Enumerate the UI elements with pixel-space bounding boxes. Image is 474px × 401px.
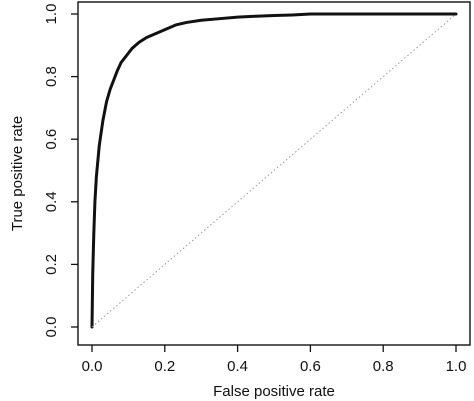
plot-frame	[77, 1, 471, 346]
y-tick-label: 0.0	[43, 317, 60, 338]
x-axis-title: False positive rate	[213, 383, 335, 400]
x-tick-label: 1.0	[446, 358, 467, 375]
x-tick-label: 0.4	[227, 358, 248, 375]
y-tick-label: 1.0	[43, 4, 60, 25]
y-tick-label: 0.4	[43, 191, 60, 212]
y-tick-label: 0.8	[43, 66, 60, 87]
x-tick-label: 0.8	[373, 358, 394, 375]
y-tick-label: 0.6	[43, 129, 60, 150]
y-axis-title: True positive rate	[9, 116, 26, 231]
y-axis-ticks: 0.0 0.2 0.4 0.6 0.8 1.0	[43, 4, 78, 338]
y-tick-label: 0.2	[43, 254, 60, 275]
roc-curve-line	[90, 12, 458, 329]
x-tick-label: 0.2	[154, 358, 175, 375]
x-axis-ticks: 0.0 0.2 0.4 0.6 0.8 1.0	[82, 345, 467, 375]
series-layer	[90, 12, 458, 329]
x-tick-label: 0.6	[300, 358, 321, 375]
reference-diagonal-line	[91, 13, 457, 328]
x-tick-label: 0.0	[82, 358, 103, 375]
